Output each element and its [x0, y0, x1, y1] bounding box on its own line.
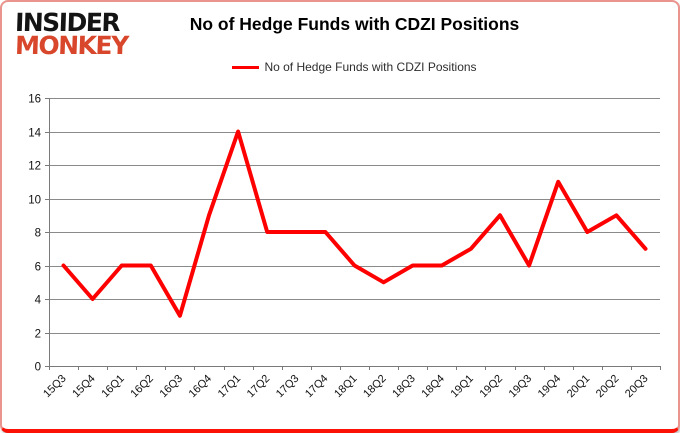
- svg-text:10: 10: [28, 195, 41, 207]
- svg-text:17Q4: 17Q4: [303, 373, 331, 401]
- svg-text:14: 14: [28, 128, 41, 140]
- svg-text:16Q3: 16Q3: [158, 373, 186, 401]
- legend-line-swatch: [232, 65, 260, 69]
- y-axis-ticks: [45, 98, 49, 367]
- svg-text:18Q2: 18Q2: [361, 373, 389, 401]
- svg-text:17Q2: 17Q2: [245, 373, 273, 401]
- svg-text:4: 4: [35, 295, 42, 307]
- y-axis-labels: 0 2 4 6 8 10 12 14 16: [28, 94, 41, 374]
- chart-legend: No of Hedge Funds with CDZI Positions: [49, 60, 660, 74]
- svg-text:17Q1: 17Q1: [216, 373, 244, 401]
- y-gridlines: [49, 98, 660, 334]
- svg-text:0: 0: [35, 362, 41, 374]
- chart-header: No of Hedge Funds with CDZI Positions: [49, 14, 660, 35]
- svg-text:18Q4: 18Q4: [419, 373, 447, 401]
- svg-text:16Q2: 16Q2: [128, 373, 156, 401]
- svg-text:19Q4: 19Q4: [536, 373, 564, 401]
- svg-text:15Q4: 15Q4: [70, 373, 98, 401]
- svg-text:19Q2: 19Q2: [478, 373, 506, 401]
- x-axis-labels: 15Q3 15Q4 16Q1 16Q2 16Q3 16Q4 17Q1 17Q2 17Q3 17Q4…: [41, 373, 650, 401]
- svg-text:6: 6: [35, 262, 41, 274]
- svg-text:20Q3: 20Q3: [623, 373, 651, 401]
- svg-text:20Q1: 20Q1: [565, 373, 593, 401]
- svg-text:18Q3: 18Q3: [390, 373, 418, 401]
- legend-label: No of Hedge Funds with CDZI Positions: [264, 60, 477, 74]
- x-axis-ticks: [49, 366, 661, 370]
- chart-title: No of Hedge Funds with CDZI Positions: [189, 14, 520, 34]
- axes: [49, 98, 660, 367]
- svg-text:12: 12: [28, 161, 41, 173]
- svg-text:19Q1: 19Q1: [448, 373, 476, 401]
- svg-text:16: 16: [28, 94, 41, 106]
- svg-text:8: 8: [35, 228, 41, 240]
- series-line: [61, 129, 648, 318]
- svg-text:18Q1: 18Q1: [332, 373, 360, 401]
- svg-text:16Q1: 16Q1: [99, 373, 127, 401]
- svg-text:19Q3: 19Q3: [507, 373, 535, 401]
- svg-text:16Q4: 16Q4: [187, 373, 215, 401]
- svg-text:2: 2: [35, 329, 41, 341]
- svg-text:20Q2: 20Q2: [594, 373, 622, 401]
- svg-text:17Q3: 17Q3: [274, 373, 302, 401]
- svg-text:15Q3: 15Q3: [41, 373, 69, 401]
